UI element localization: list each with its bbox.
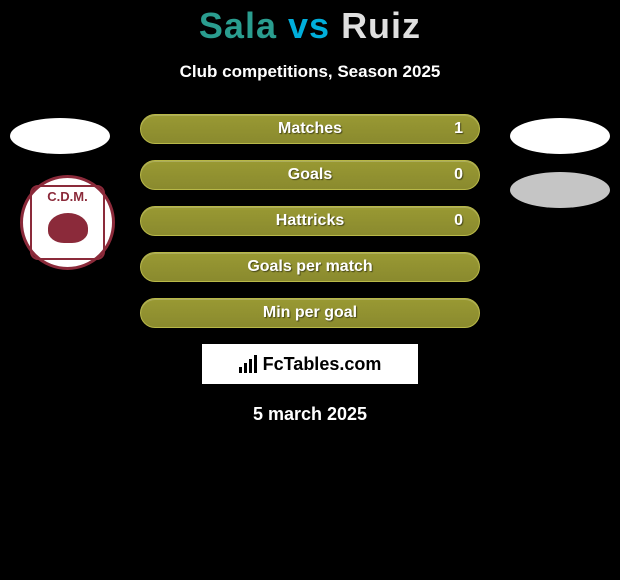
stat-label: Goals per match [247,258,372,276]
bar-chart-icon [239,355,257,373]
stat-value: 0 [454,166,463,184]
player1-name: Sala [199,5,277,46]
stat-label: Matches [278,120,342,138]
player2-badge-placeholder-2 [510,172,610,208]
stat-label: Goals [288,166,332,184]
stat-value: 1 [454,120,463,138]
date-text: 5 march 2025 [0,404,620,425]
player2-badge-placeholder-1 [510,118,610,154]
stat-row-goals-per-match: Goals per match [140,252,480,282]
club-badge: C.D.M. [20,175,115,270]
subtitle: Club competitions, Season 2025 [0,62,620,82]
club-badge-inner: C.D.M. [30,185,105,260]
stat-row-goals: Goals 0 [140,160,480,190]
branding-text: FcTables.com [263,354,382,375]
stat-row-min-per-goal: Min per goal [140,298,480,328]
player2-name: Ruiz [341,5,421,46]
stat-row-matches: Matches 1 [140,114,480,144]
stat-label: Hattricks [276,212,344,230]
vs-text: vs [288,5,330,46]
player1-badge-placeholder [10,118,110,154]
stat-row-hattricks: Hattricks 0 [140,206,480,236]
club-badge-icon [48,213,88,243]
page-title: Sala vs Ruiz [0,5,620,47]
stat-label: Min per goal [263,304,357,322]
branding-box[interactable]: FcTables.com [202,344,418,384]
comparison-container: Sala vs Ruiz Club competitions, Season 2… [0,0,620,425]
stat-rows: Matches 1 Goals 0 Hattricks 0 Goals per … [140,114,480,328]
club-initials: C.D.M. [47,189,87,204]
stat-value: 0 [454,212,463,230]
